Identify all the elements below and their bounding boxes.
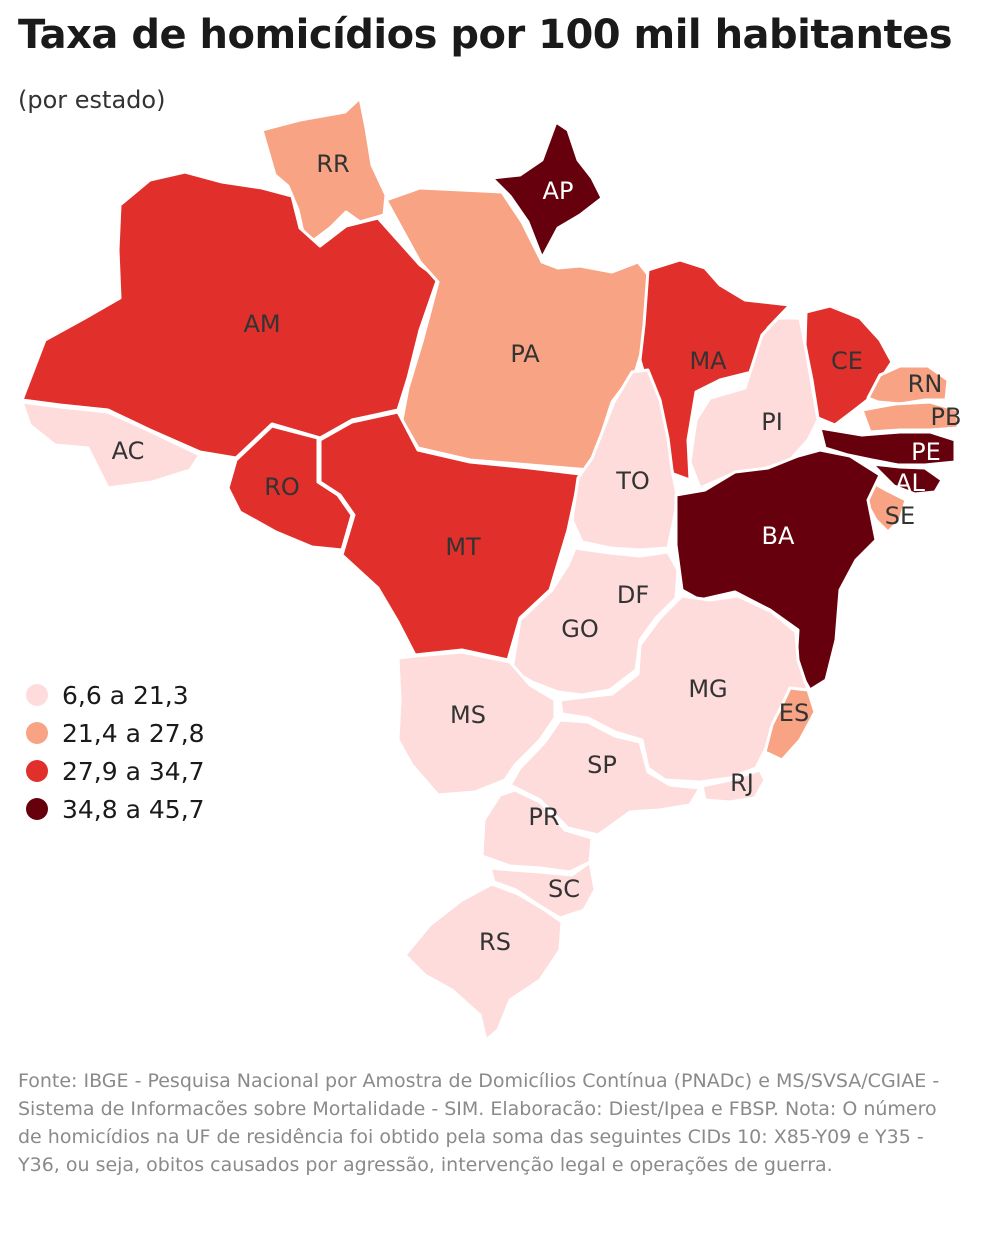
state-label-ro: RO bbox=[264, 473, 300, 501]
legend-label: 21,4 a 27,8 bbox=[62, 718, 205, 748]
state-rn bbox=[866, 364, 950, 406]
legend-swatch bbox=[26, 722, 48, 744]
legend-swatch bbox=[26, 760, 48, 782]
brazil-map: RR AP AM PA AC RO MT MA CE RN PB PE AL SE PI TO BA DF GO MG… bbox=[20, 96, 962, 1042]
legend-item: 34,8 a 45,7 bbox=[26, 790, 205, 828]
state-ba bbox=[674, 448, 882, 692]
legend-swatch bbox=[26, 798, 48, 820]
state-label-rr: RR bbox=[316, 150, 349, 178]
state-label-ac: AC bbox=[112, 437, 145, 465]
legend-item: 27,9 a 34,7 bbox=[26, 752, 205, 790]
source-note: Fonte: IBGE - Pesquisa Nacional por Amos… bbox=[18, 1070, 940, 1176]
legend-swatch bbox=[26, 684, 48, 706]
state-pb bbox=[860, 400, 960, 434]
legend-label: 6,6 a 21,3 bbox=[62, 680, 189, 710]
state-es bbox=[763, 686, 817, 762]
state-label-pr: PR bbox=[528, 803, 559, 831]
state-label-pi: PI bbox=[761, 408, 783, 436]
state-label-rj: RJ bbox=[730, 769, 754, 797]
state-label-ba: BA bbox=[762, 522, 795, 550]
legend: 6,6 a 21,3 21,4 a 27,8 27,9 a 34,7 34,8 … bbox=[26, 676, 205, 828]
legend-item: 21,4 a 27,8 bbox=[26, 714, 205, 752]
state-sc bbox=[488, 860, 597, 920]
state-to bbox=[570, 368, 680, 552]
state-label-go: GO bbox=[561, 615, 599, 643]
chart-subtitle: (por estado) bbox=[18, 86, 166, 114]
state-label-ce: CE bbox=[831, 347, 863, 375]
legend-label: 27,9 a 34,7 bbox=[62, 756, 205, 786]
state-rs bbox=[403, 882, 564, 1042]
state-am bbox=[20, 170, 440, 460]
state-al bbox=[870, 462, 944, 496]
state-ms bbox=[396, 650, 557, 797]
state-label-pb: PB bbox=[931, 403, 962, 431]
state-rj bbox=[700, 768, 767, 804]
state-label-pe: PE bbox=[911, 438, 941, 466]
state-label-pa: PA bbox=[510, 340, 540, 368]
state-label-al: AL bbox=[895, 469, 925, 497]
state-label-sc: SC bbox=[548, 875, 580, 903]
chart-title: Taxa de homicídios por 100 mil habitante… bbox=[18, 12, 953, 58]
state-label-df: DF bbox=[617, 581, 649, 609]
legend-item: 6,6 a 21,3 bbox=[26, 676, 205, 714]
state-label-to: TO bbox=[615, 467, 650, 495]
legend-label: 34,8 a 45,7 bbox=[62, 794, 205, 824]
state-label-ma: MA bbox=[689, 347, 727, 375]
state-label-ms: MS bbox=[450, 701, 486, 729]
state-ap bbox=[490, 120, 604, 260]
state-label-se: SE bbox=[885, 502, 915, 530]
state-label-mg: MG bbox=[688, 675, 727, 703]
state-label-mt: MT bbox=[445, 533, 481, 561]
state-pr bbox=[480, 788, 594, 874]
state-sp bbox=[508, 718, 702, 837]
state-label-am: AM bbox=[243, 310, 280, 338]
state-ro bbox=[226, 424, 354, 552]
state-label-es: ES bbox=[779, 699, 809, 727]
state-label-ap: AP bbox=[543, 177, 574, 205]
state-go bbox=[510, 546, 680, 697]
state-mt bbox=[318, 410, 582, 662]
state-label-sp: SP bbox=[587, 751, 617, 779]
state-label-rs: RS bbox=[479, 928, 511, 956]
state-label-rn: RN bbox=[908, 370, 943, 398]
state-mg bbox=[558, 594, 810, 784]
state-ac bbox=[20, 400, 202, 490]
